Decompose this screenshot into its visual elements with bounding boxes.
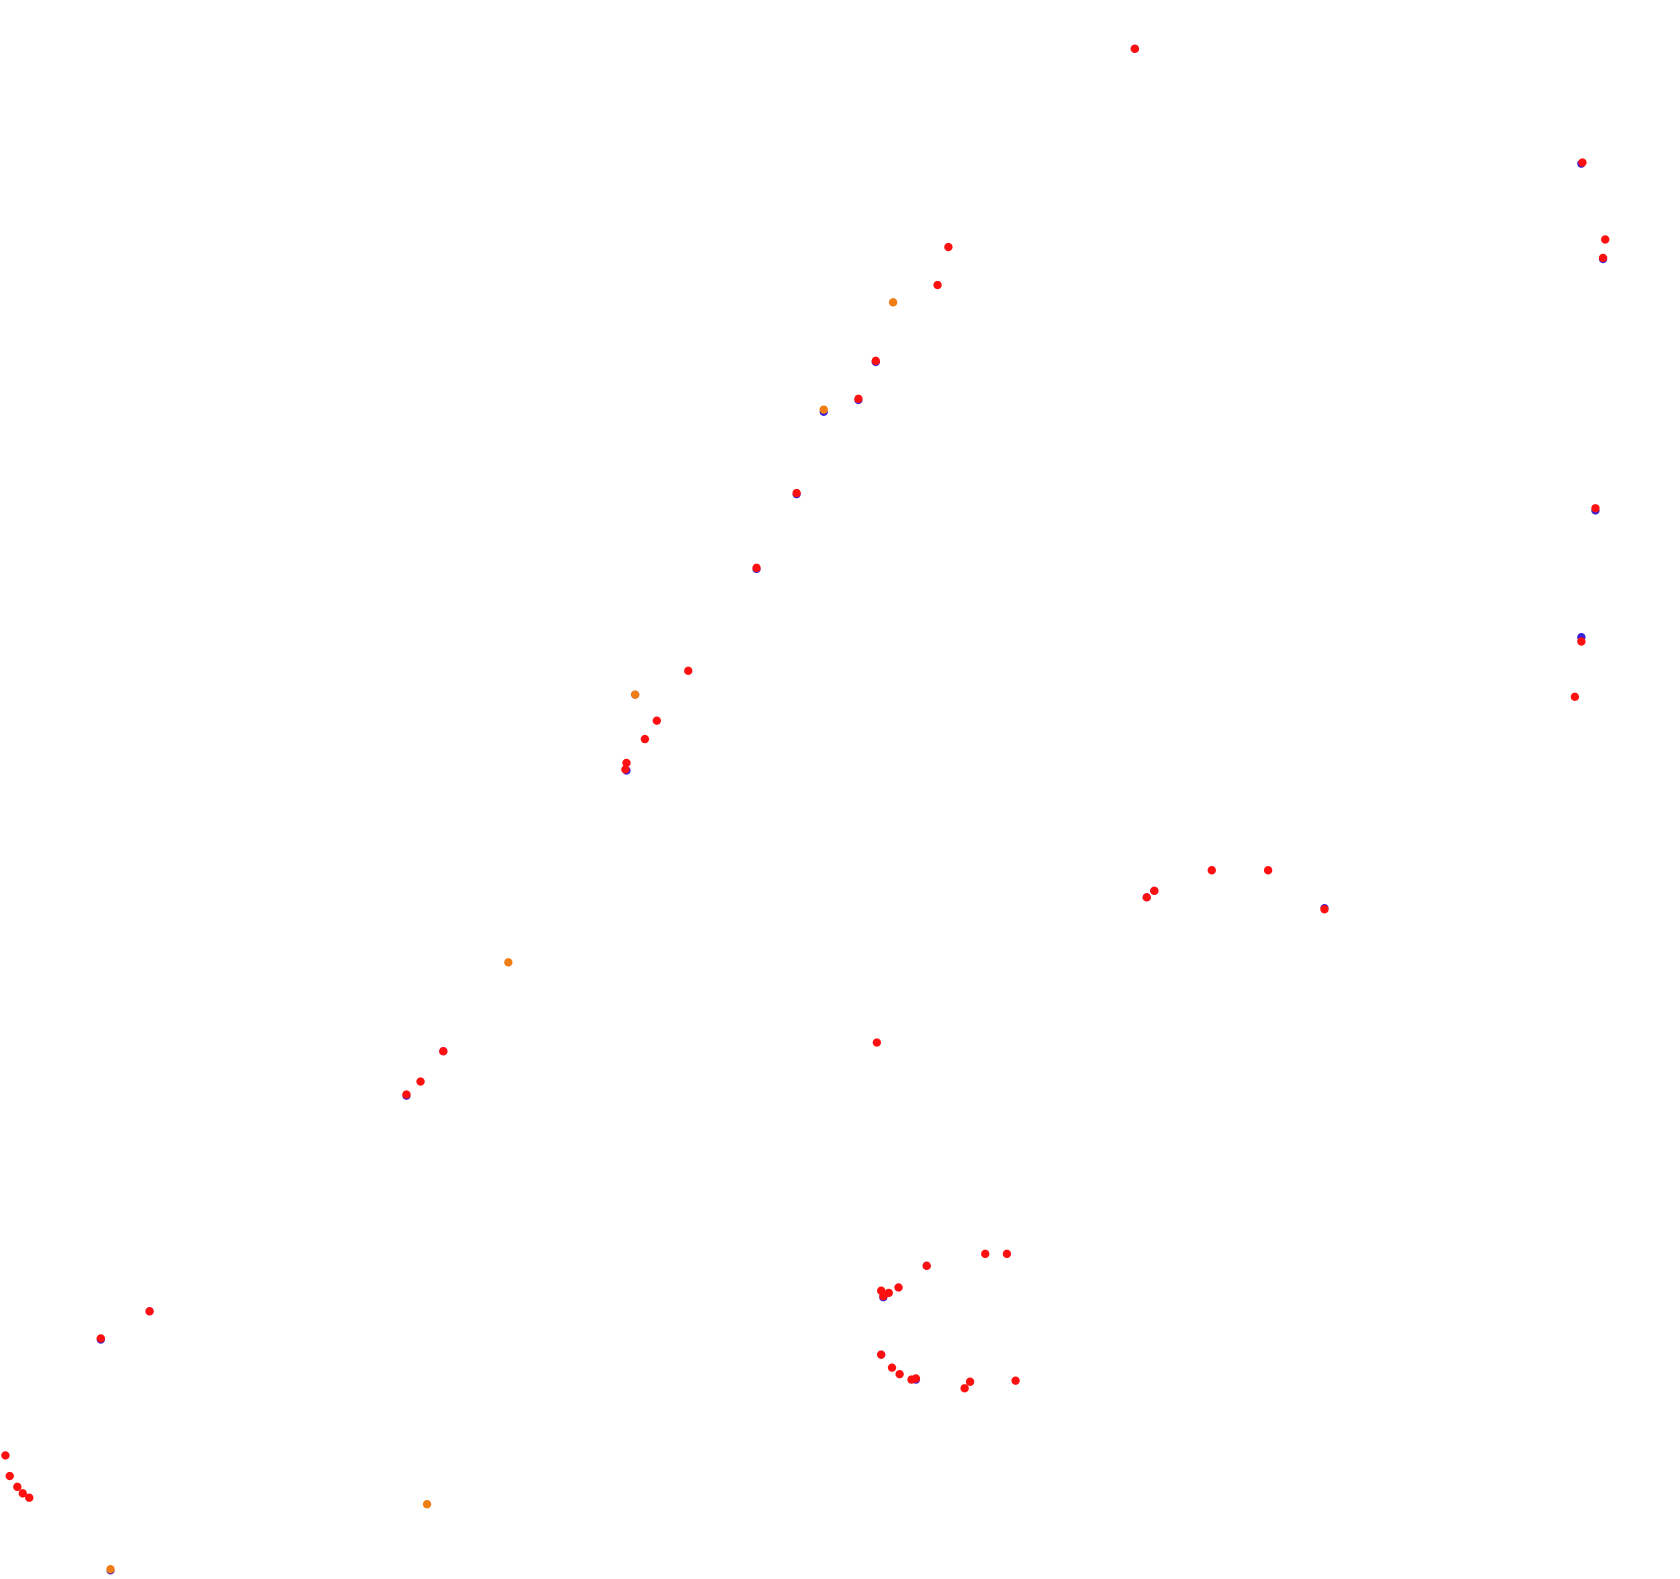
point [1598, 253, 1608, 263]
point [1263, 866, 1273, 875]
point [1011, 1376, 1020, 1385]
point [684, 666, 693, 676]
point [106, 1565, 115, 1574]
point [504, 958, 513, 967]
point [145, 1307, 154, 1316]
point [25, 1493, 34, 1502]
point [1578, 158, 1587, 167]
point [1577, 637, 1586, 646]
point [621, 765, 630, 774]
point [5, 1471, 14, 1481]
point [416, 1077, 425, 1086]
point [907, 1375, 916, 1384]
point [888, 298, 898, 307]
point [1150, 886, 1159, 896]
point [96, 1334, 106, 1343]
point [1130, 44, 1140, 53]
point [439, 1047, 448, 1056]
point [933, 280, 942, 290]
point [922, 1261, 931, 1271]
point [965, 1377, 975, 1386]
point [622, 758, 631, 768]
point [981, 1249, 990, 1259]
point [819, 405, 828, 414]
point [879, 1291, 888, 1301]
point [792, 488, 801, 498]
point [1002, 1249, 1012, 1259]
point [887, 1363, 897, 1372]
point [894, 1283, 903, 1292]
point [1142, 893, 1151, 902]
point [944, 242, 953, 252]
point [13, 1482, 22, 1492]
point [1570, 692, 1580, 702]
point [895, 1369, 904, 1379]
point [640, 734, 650, 744]
point [871, 356, 880, 366]
point [1591, 504, 1600, 513]
point [1601, 235, 1610, 244]
point [652, 716, 662, 725]
point [752, 563, 761, 573]
point [422, 1500, 432, 1509]
point [876, 1350, 886, 1359]
point [18, 1489, 27, 1498]
point [854, 394, 863, 404]
point [1207, 866, 1216, 875]
point [872, 1038, 882, 1047]
point [402, 1090, 411, 1099]
point [960, 1384, 969, 1393]
point [1, 1451, 10, 1460]
point [630, 690, 640, 699]
point [1320, 905, 1329, 914]
